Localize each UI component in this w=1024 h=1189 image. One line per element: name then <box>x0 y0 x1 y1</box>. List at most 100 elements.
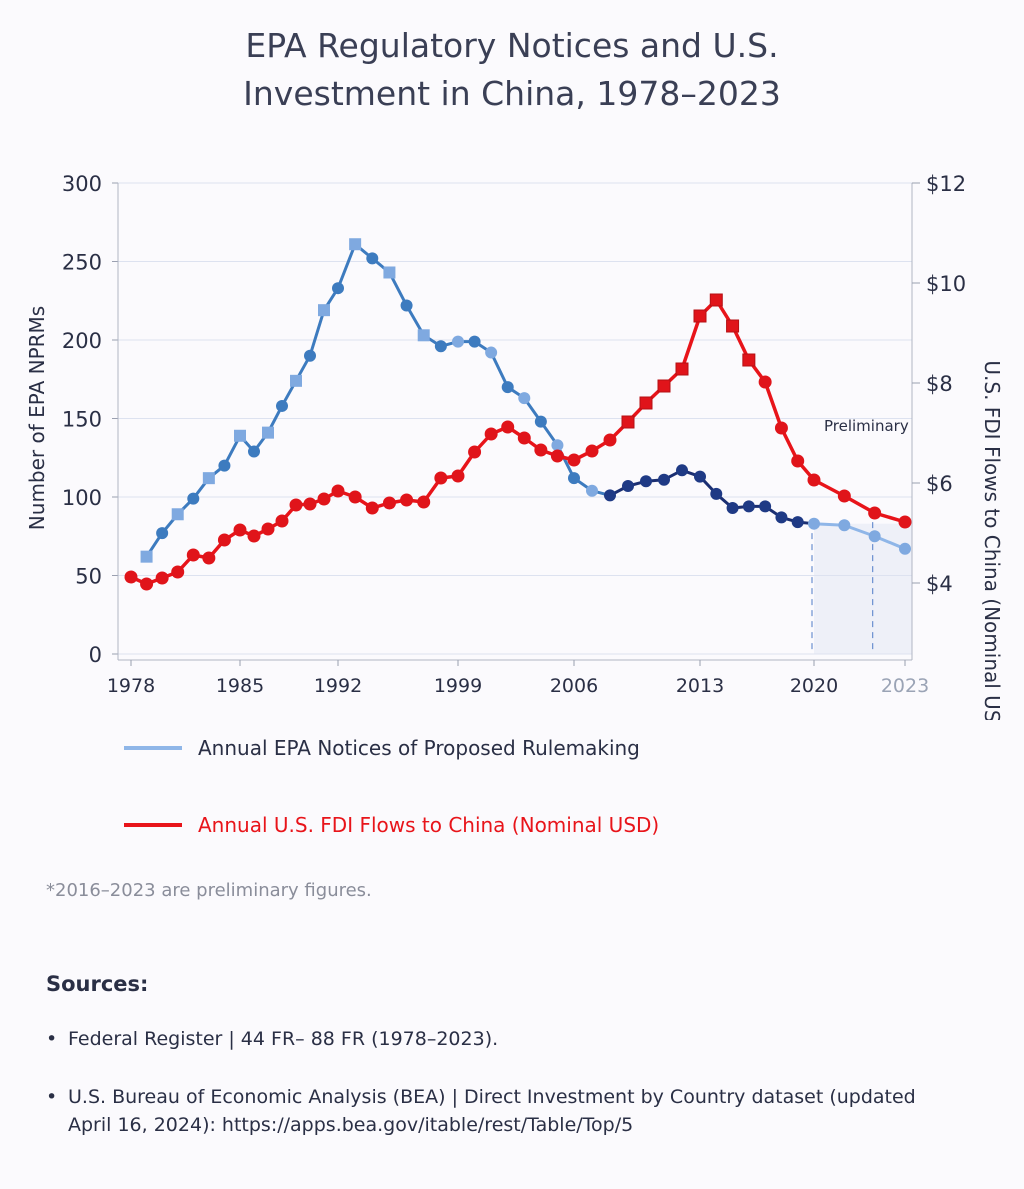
data-point <box>658 473 670 486</box>
data-point <box>400 299 413 312</box>
x-tick-label: 2006 <box>550 675 598 697</box>
data-point <box>434 340 447 353</box>
data-point <box>290 374 302 387</box>
data-point <box>808 517 820 530</box>
preliminary-annotation: Preliminary <box>824 417 909 435</box>
data-point <box>262 426 274 439</box>
data-point <box>202 551 216 565</box>
y2-axis-label: U.S. FDI Flows to China (Nominal USD) il… <box>980 360 1004 720</box>
data-point <box>518 392 531 405</box>
y2-tick-label: $8 <box>926 372 953 396</box>
data-point <box>585 444 599 458</box>
y-tick-label: 0 <box>89 643 102 667</box>
data-point <box>586 484 598 497</box>
data-point <box>622 480 634 493</box>
data-point <box>275 514 289 528</box>
data-point <box>348 490 362 504</box>
data-point <box>155 571 169 585</box>
data-point <box>171 508 184 521</box>
data-point <box>366 252 379 265</box>
source-text: Federal Register | 44 FR– 88 FR (1978–20… <box>68 1028 499 1050</box>
data-point <box>365 501 379 515</box>
line-segment <box>489 351 510 389</box>
data-point <box>742 353 756 367</box>
footnote: *2016–2023 are preliminary figures. <box>46 880 372 901</box>
x-tick-label: 1992 <box>314 675 362 697</box>
sources-heading: Sources: <box>46 972 149 996</box>
source-item: • U.S. Bureau of Economic Analysis (BEA) … <box>46 1086 916 1136</box>
source-item: • Federal Register | 44 FR– 88 FR (1978–2… <box>46 1028 499 1050</box>
data-point <box>640 475 652 488</box>
data-point <box>675 362 689 376</box>
data-point <box>233 523 247 537</box>
data-point <box>501 420 515 434</box>
data-point <box>621 415 635 429</box>
data-point <box>140 577 154 591</box>
data-point <box>791 516 804 529</box>
data-point <box>261 522 275 536</box>
data-point <box>838 519 851 532</box>
data-point <box>124 570 138 584</box>
data-point <box>807 473 821 487</box>
data-point <box>899 542 911 555</box>
data-point <box>382 496 396 510</box>
series-fdi-flows <box>124 293 912 591</box>
data-point <box>218 459 231 472</box>
data-point <box>550 449 564 463</box>
data-point <box>217 533 231 547</box>
data-point <box>694 470 706 483</box>
x-tick-label: 2023 <box>881 675 929 697</box>
legend-swatch-blue <box>124 746 182 750</box>
y-tick-label: 50 <box>75 565 102 589</box>
y-tick-label: 200 <box>62 329 102 353</box>
y2-tick-label: $10 <box>926 272 966 296</box>
data-point <box>452 335 464 348</box>
data-point <box>349 238 362 251</box>
data-point <box>247 529 261 543</box>
data-point <box>383 266 396 279</box>
data-point <box>603 433 617 447</box>
data-point <box>186 548 200 562</box>
y2-tick-label: $6 <box>926 472 953 496</box>
data-point <box>468 335 481 348</box>
series-epa-notices <box>140 238 911 563</box>
chart-title: EPA Regulatory Notices and U.S. Investme… <box>0 22 1024 118</box>
legend-swatch-red <box>124 823 182 827</box>
legend-label: Annual U.S. FDI Flows to China (Nominal … <box>198 813 660 837</box>
data-point <box>156 527 169 540</box>
data-point <box>898 515 912 529</box>
data-point <box>657 379 671 393</box>
source-text: U.S. Bureau of Economic Analysis (BEA) |… <box>68 1086 916 1136</box>
x-tick-label: 1978 <box>107 675 155 697</box>
data-point <box>234 429 246 442</box>
data-point <box>289 498 303 512</box>
chart-area: 0 50 100 150 200 250 300 $4 $6 $8 $10 $12 1978 1985 19… <box>25 172 1004 720</box>
data-point <box>187 492 200 505</box>
title-line-1: EPA Regulatory Notices and U.S. <box>245 26 779 65</box>
x-tick-label: 1999 <box>434 675 482 697</box>
data-point <box>417 329 430 342</box>
y2-tick-label: $12 <box>926 172 966 196</box>
data-point <box>758 375 772 389</box>
data-point <box>693 309 707 323</box>
legend-item-fdi: Annual U.S. FDI Flows to China (Nominal … <box>124 813 659 837</box>
data-point <box>709 293 723 307</box>
data-point <box>868 530 881 543</box>
legend-item-epa: Annual EPA Notices of Proposed Rulemakin… <box>124 736 640 760</box>
data-point <box>710 487 723 500</box>
line-segment <box>308 308 326 358</box>
data-point <box>604 489 616 502</box>
data-point <box>317 492 331 506</box>
data-point <box>775 511 788 524</box>
data-point <box>417 495 431 509</box>
y-tick-label: 250 <box>62 251 102 275</box>
x-tick-label: 1985 <box>216 675 264 697</box>
data-point <box>676 464 688 477</box>
data-point <box>726 319 740 333</box>
preliminary-shade <box>814 523 912 654</box>
title-line-2: Investment in China, 1978–2023 <box>243 74 781 113</box>
data-point <box>332 282 344 295</box>
y-tick-label: 150 <box>62 408 102 432</box>
data-point <box>534 415 547 428</box>
data-point <box>400 493 414 507</box>
